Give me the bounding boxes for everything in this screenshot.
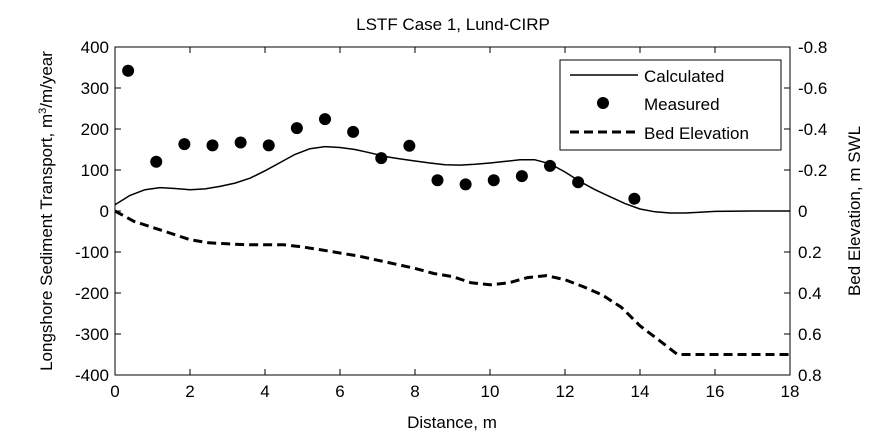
legend-measured-marker: [597, 97, 609, 109]
y-right-tick-label-1: -0.6: [798, 79, 827, 98]
y-axis-right: -0.8 -0.6 -0.4 -0.2 0 0.2 0.4 0.6 0.8: [784, 38, 827, 385]
chart-title: LSTF Case 1, Lund-CIRP: [356, 15, 550, 34]
x-tick-label-6: 12: [556, 382, 575, 401]
x-tick-label-9: 18: [781, 382, 800, 401]
measured-point-14: [515, 170, 528, 183]
measured-point-3: [206, 139, 219, 152]
y-right-tick-label-8: 0.8: [798, 366, 822, 385]
legend-bed-elevation-label: Bed Elevation: [644, 124, 749, 143]
y-left-tick-label-8: -400: [75, 366, 109, 385]
x-tick-label-4: 8: [410, 382, 419, 401]
measured-point-2: [178, 138, 191, 151]
measured-point-15: [544, 159, 556, 172]
y-right-tick-label-4: 0: [798, 202, 807, 221]
y-left-tick-label-0: 400: [81, 38, 109, 57]
bed-elevation-line: [114, 209, 790, 356]
x-axis-label: Distance, m: [407, 413, 497, 432]
y-left-tick-label-5: -100: [75, 243, 109, 262]
y-right-tick-label-5: 0.2: [798, 243, 822, 262]
measured-point-1: [150, 155, 163, 168]
measured-point-7: [319, 113, 331, 126]
y-axis-left-label-suffix: /m/year: [37, 51, 56, 108]
legend-measured-label: Measured: [644, 95, 720, 114]
y-left-tick-label-2: 200: [81, 120, 109, 139]
y-axis-left-label: Longshore Sediment Transport, m3/m/year: [37, 51, 56, 371]
x-tick-label-8: 16: [706, 382, 725, 401]
y-left-tick-label-7: -300: [75, 325, 109, 344]
y-axis-right-label: Bed Elevation, m SWL: [845, 126, 864, 296]
y-left-tick-label-3: 100: [81, 161, 109, 180]
measured-point-12: [459, 178, 472, 191]
measured-point-4: [234, 136, 247, 149]
x-tick-label-7: 14: [631, 382, 650, 401]
measured-point-17: [628, 192, 641, 205]
series-layer: [114, 64, 790, 356]
y-right-tick-label-3: -0.2: [798, 161, 827, 180]
measured-point-8: [347, 125, 360, 138]
y-right-tick-label-2: -0.4: [798, 120, 827, 139]
measured-point-13: [487, 174, 500, 187]
y-axis-left-label-prefix: Longshore Sediment Transport, m: [37, 114, 56, 371]
calculated-line: [114, 145, 790, 214]
measured-point-10: [403, 139, 416, 152]
x-tick-label-0: 0: [110, 382, 119, 401]
measured-point-6: [290, 122, 303, 135]
legend-calculated-label: Calculated: [644, 67, 724, 86]
x-tick-label-3: 6: [335, 382, 344, 401]
y-axis-left: 400 300 200 100 0 -100 -200 -300 -400: [75, 38, 121, 385]
measured-point-0: [122, 64, 135, 77]
measured-point-16: [572, 176, 585, 189]
y-left-tick-label-4: 0: [100, 202, 109, 221]
x-tick-label-2: 4: [260, 382, 269, 401]
y-right-tick-label-6: 0.4: [798, 284, 822, 303]
legend: Calculated Measured Bed Elevation: [559, 59, 782, 151]
y-left-tick-label-1: 300: [81, 79, 109, 98]
measured-point-9: [375, 152, 388, 165]
x-axis: 0 2 4 6 8 10 12 14 16 18: [110, 47, 799, 401]
x-tick-label-5: 10: [481, 382, 500, 401]
y-left-tick-label-6: -200: [75, 284, 109, 303]
y-right-tick-label-7: 0.6: [798, 325, 822, 344]
measured-point-11: [431, 174, 444, 187]
y-right-tick-label-0: -0.8: [798, 38, 827, 57]
y-axis-left-label-sup: 3: [37, 108, 49, 114]
measured-point-5: [262, 139, 275, 152]
x-tick-label-1: 2: [185, 382, 194, 401]
